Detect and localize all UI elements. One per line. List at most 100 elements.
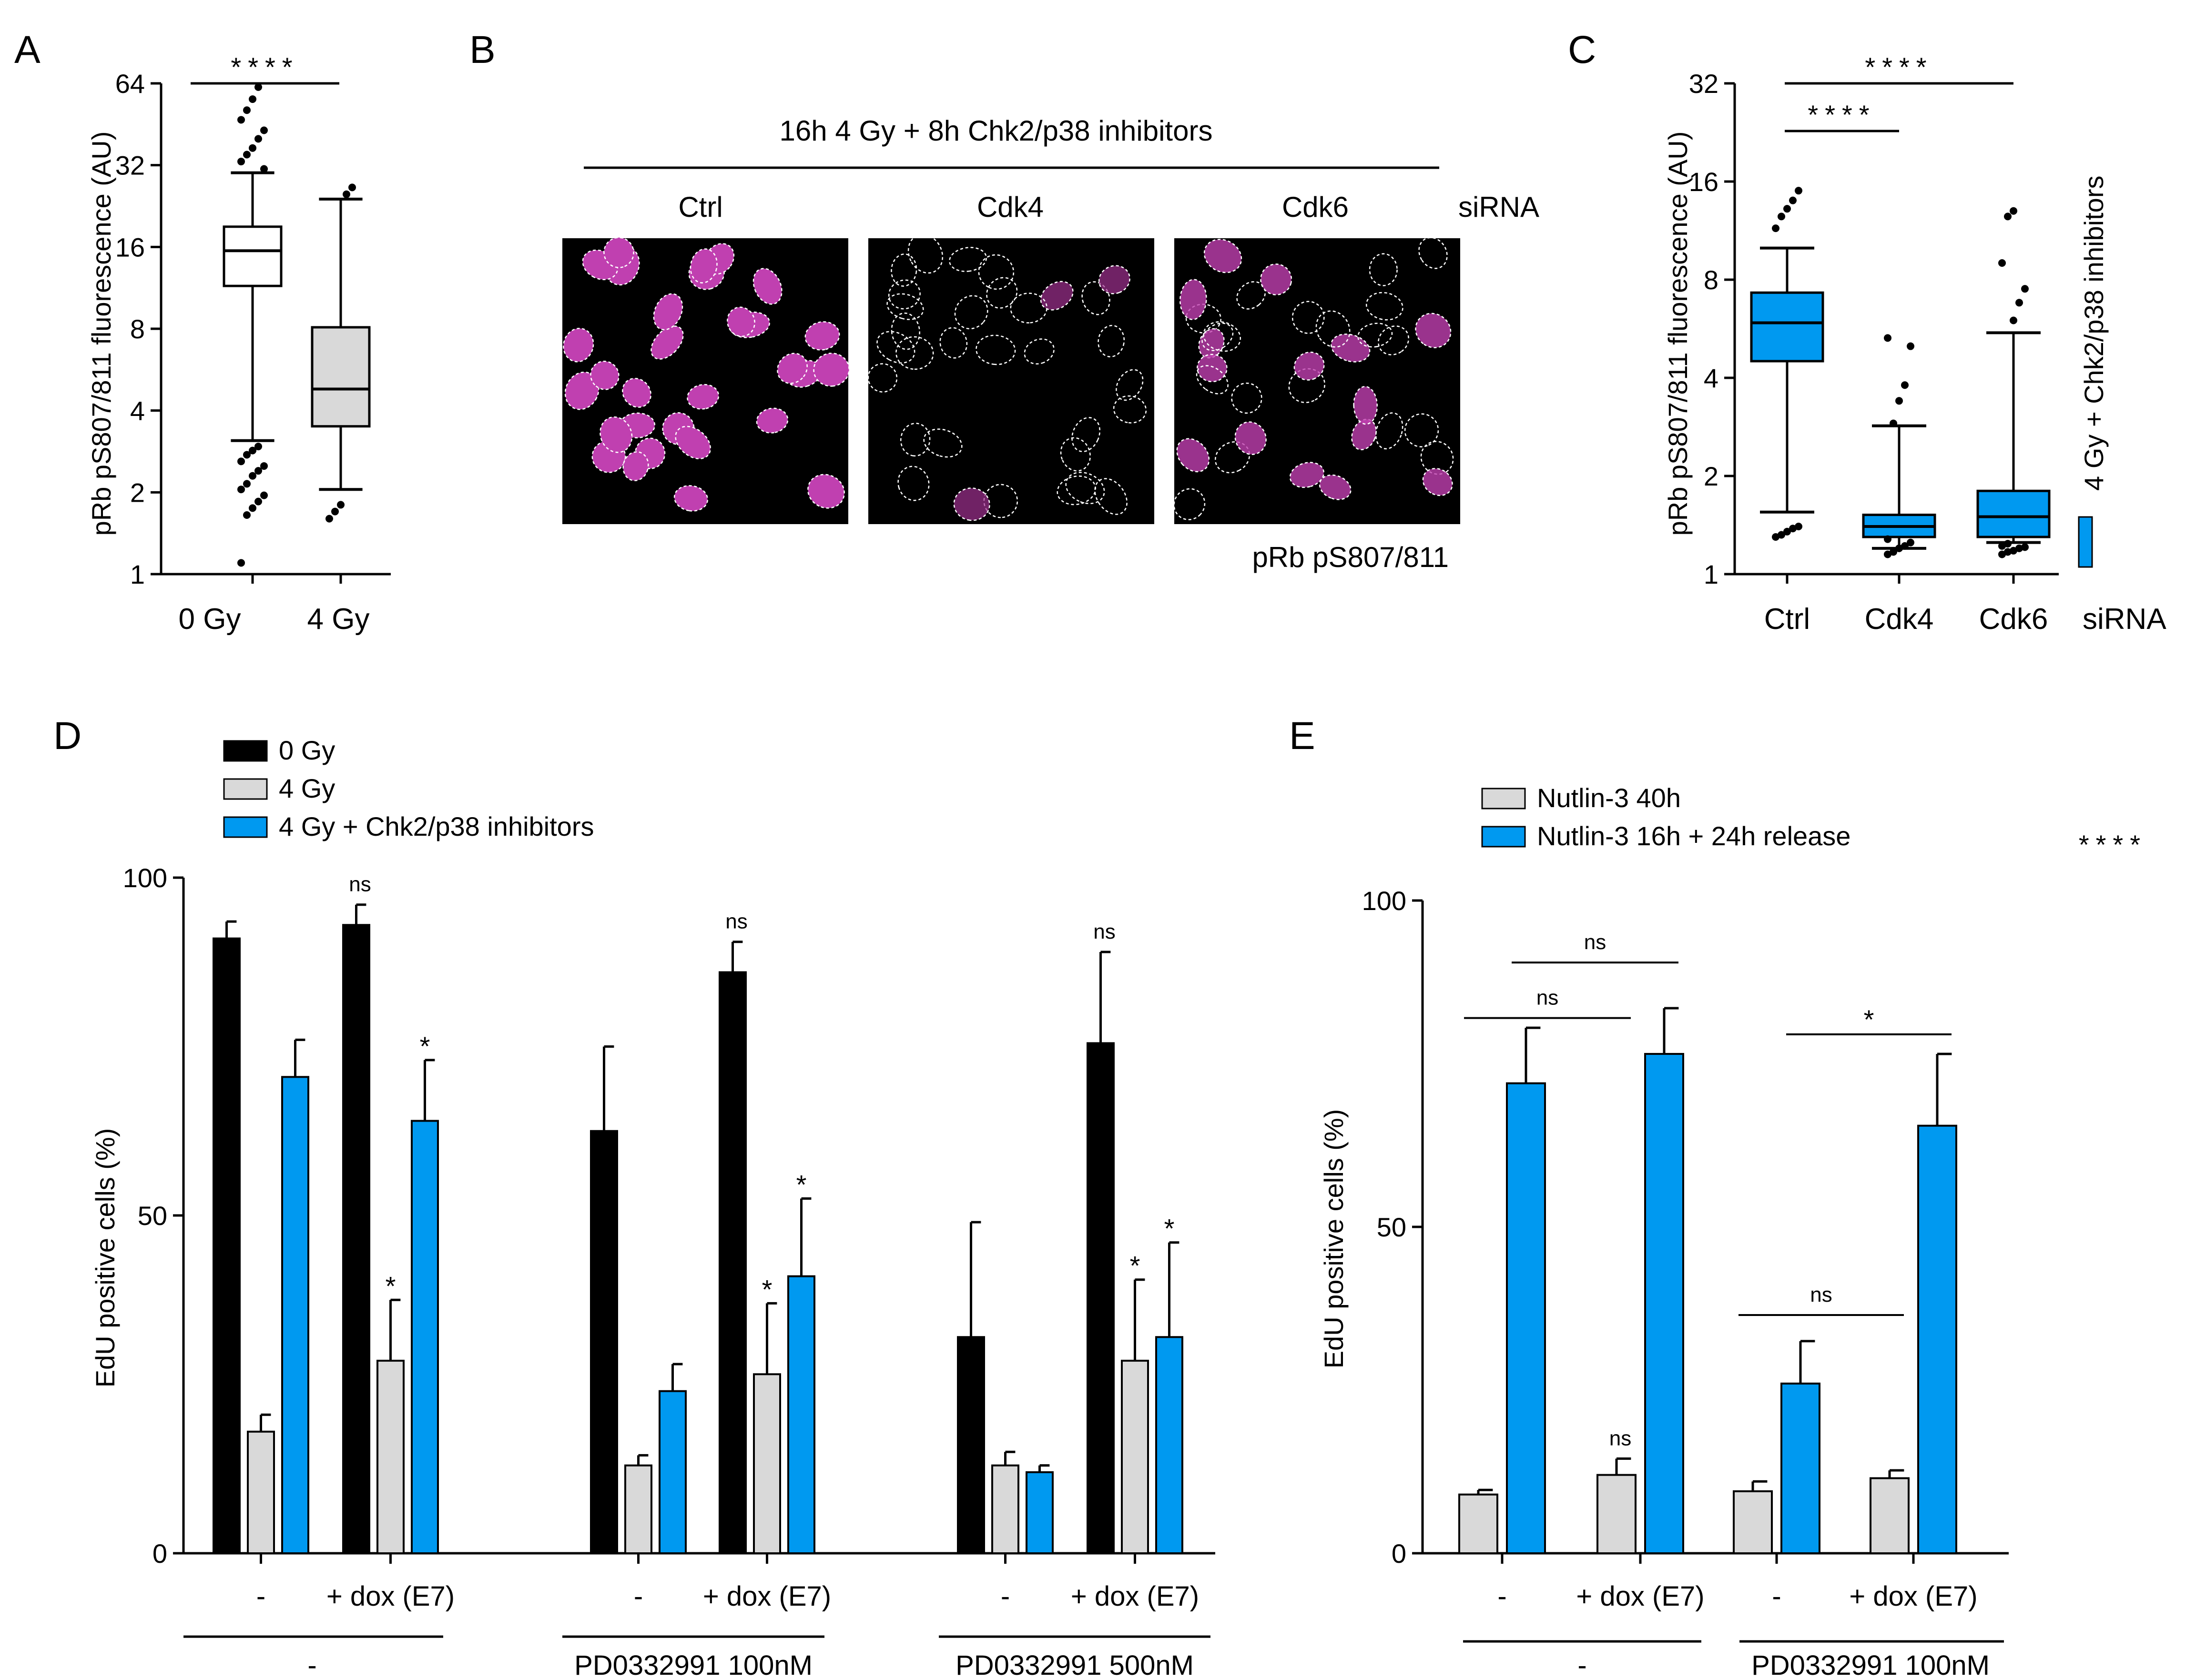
bar: [624, 1464, 652, 1554]
group-label: + dox (E7): [326, 1581, 455, 1612]
outlier-point: [249, 472, 256, 480]
outlier-point: [1907, 342, 1914, 350]
nucleus-outline: [1081, 281, 1110, 315]
box: [1750, 291, 1824, 363]
outlier-point: [1884, 334, 1891, 342]
nucleus-outline: [1060, 437, 1091, 472]
significance-mark: *: [1130, 1251, 1140, 1281]
panel-c-significance-label-1: ****: [1808, 100, 1876, 130]
outlier-point: [1998, 542, 2006, 550]
panel-letter-d: D: [53, 714, 81, 758]
nucleus-outline: [1179, 279, 1207, 320]
nucleus-outline: [813, 353, 850, 387]
nucleus-outline: [1176, 438, 1210, 473]
y-tick-label: 32: [115, 151, 145, 181]
panel-b-label-cdk4: Cdk4: [977, 191, 1044, 223]
panel-c-side-label: 4 Gy + Chk2/p38 inhibitors: [2079, 176, 2109, 491]
nucleus-outline: [1197, 354, 1228, 383]
outlier-point: [1772, 224, 1779, 233]
bar: [1644, 1053, 1684, 1554]
nucleus-outline: [1289, 462, 1325, 488]
panel-a-xlabel-0gy: 0 Gy: [179, 603, 241, 636]
y-tick-label: 50: [1377, 1212, 1406, 1242]
panel-c-xlabel-ctrl: Ctrl: [1764, 603, 1810, 636]
outlier-point: [2015, 299, 2023, 307]
outlier-point: [1998, 550, 2006, 558]
nucleus-outline: [891, 253, 917, 287]
legend-e-label-nutlin40: Nutlin-3 40h: [1537, 783, 1681, 813]
nucleus-outline: [690, 248, 718, 283]
nucleus-outline: [622, 451, 649, 481]
bar: [1087, 1042, 1115, 1554]
nucleus-outline: [1057, 476, 1097, 506]
legend-e-swatch-release: [1481, 826, 1526, 848]
outlier-point: [260, 462, 268, 470]
outlier-point: [1789, 196, 1797, 204]
panel-e-barchart: EdU positive cells (%) Nutlin-3 40h Nutl…: [1319, 783, 2140, 1680]
panel-c-xlabel-cdk4: Cdk4: [1865, 603, 1934, 636]
bar: [787, 1275, 815, 1555]
nucleus-outline: [1353, 386, 1378, 425]
outlier-point: [249, 504, 256, 512]
group-label: + dox (E7): [1849, 1581, 1977, 1612]
outlier-point: [249, 446, 256, 455]
y-tick-label: 2: [130, 477, 145, 507]
outlier-point: [348, 183, 356, 192]
panel-b-caption: pRb pS807/811: [1252, 541, 1449, 573]
nucleus-outline: [752, 268, 783, 305]
significance-mark: ns: [349, 873, 371, 896]
significance-mark: *: [386, 1271, 396, 1301]
outlier-point: [1895, 544, 1903, 552]
outlier-point: [2010, 207, 2017, 215]
nucleus-outline: [1203, 321, 1241, 352]
panel-a-ylabel: pRb pS807/811 fluorescence (AU): [86, 132, 116, 536]
nucleus-outline: [653, 293, 683, 331]
bar: [1780, 1382, 1820, 1555]
nucleus-outline: [1375, 412, 1403, 450]
legend-d-label-0gy: 0 Gy: [279, 735, 335, 765]
panel-e-ylabel: EdU positive cells (%): [1319, 1109, 1349, 1369]
nucleus-outline: [953, 487, 990, 521]
outlier-point: [237, 559, 245, 567]
nucleus-outline: [1071, 417, 1101, 452]
outlier-point: [1795, 523, 1802, 531]
bar: [1506, 1082, 1546, 1555]
bar: [1121, 1359, 1149, 1555]
panel-b-title: 16h 4 Gy + 8h Chk2/p38 inhibitors: [780, 115, 1213, 147]
outlier-point: [254, 443, 262, 451]
nucleus-outline: [1040, 281, 1074, 311]
outlier-point: [2015, 544, 2023, 552]
nucleus-outline: [727, 306, 755, 337]
panel-c-xlabel-cdk6: Cdk6: [1979, 603, 2048, 636]
bar: [1026, 1471, 1054, 1555]
y-tick-label: 64: [115, 69, 145, 99]
y-tick-label: 4: [1704, 363, 1718, 393]
bar: [342, 924, 370, 1554]
bar: [719, 971, 747, 1554]
bar: [1155, 1336, 1183, 1554]
panel-letter-b: B: [469, 28, 496, 71]
nucleus-outline: [1331, 334, 1371, 363]
nucleus-outline: [867, 363, 898, 393]
box: [223, 225, 283, 287]
bar: [247, 1430, 275, 1555]
outlier-point: [249, 95, 256, 103]
panel-c-boxplot: pRb pS807/811 fluorescence (AU) **** ***…: [1663, 52, 2166, 636]
y-tick-label: 16: [1689, 167, 1718, 197]
y-tick-label: 50: [138, 1201, 167, 1231]
y-tick-label: 16: [115, 232, 145, 262]
comparison-label: ns: [1584, 931, 1606, 954]
outlier-point: [254, 497, 262, 506]
panel-c-xlabel-sirna: siRNA: [2083, 603, 2166, 636]
panel-b-sirna-label: siRNA: [1458, 191, 1539, 223]
bar: [411, 1120, 439, 1554]
outlier-point: [1795, 187, 1802, 195]
panel-d-treatment-pd500: PD0332991 500nM: [956, 1650, 1194, 1680]
group-label: -: [634, 1581, 643, 1612]
significance-mark: ns: [1093, 920, 1115, 943]
nucleus-outline: [590, 361, 620, 390]
nucleus-outline: [1357, 323, 1393, 348]
y-tick-label: 1: [1704, 559, 1718, 589]
nucleus-outline: [1024, 338, 1055, 364]
bar: [1458, 1493, 1498, 1554]
